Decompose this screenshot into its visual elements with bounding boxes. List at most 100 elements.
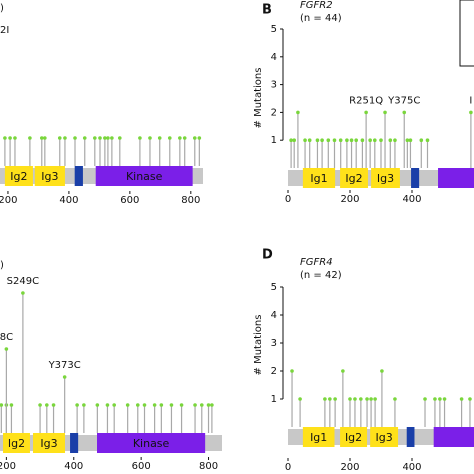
mutation-dot: [148, 136, 152, 140]
mutation-dot: [73, 136, 77, 140]
domain: [438, 168, 474, 188]
mutation-dot: [118, 136, 122, 140]
mutation-dot: [178, 136, 182, 140]
x-tick-label: 400: [402, 462, 421, 473]
mutation-dot: [98, 136, 102, 140]
x-tick-label: 0: [285, 194, 291, 205]
cropped-header: ): [0, 3, 4, 14]
domain-label: Ig2: [10, 170, 27, 183]
mutation-dot: [348, 397, 352, 401]
mutation-label: Y375C: [387, 95, 420, 106]
mutation-dot: [95, 403, 100, 407]
mutation-dot: [13, 136, 17, 140]
domain: [406, 427, 415, 447]
domain: [371, 168, 400, 188]
x-tick-label: 200: [0, 195, 17, 206]
y-tick-label: 3: [271, 80, 277, 91]
domain-label: Ig1: [310, 172, 327, 185]
mutation-dot: [142, 403, 147, 407]
x-tick-label: 600: [132, 461, 151, 472]
y-axis-label: # Mutations: [253, 68, 264, 129]
mutation-dot: [393, 138, 397, 142]
mutation-dot: [8, 136, 12, 140]
mutation-dot: [298, 397, 302, 401]
mutation-dot: [341, 369, 345, 373]
domain-label: Ig1: [310, 431, 327, 444]
mutation-dot: [21, 291, 25, 295]
mutation-dot: [353, 397, 357, 401]
mutation-dot: [354, 138, 358, 142]
domain: [302, 168, 336, 188]
panel-letter: D: [262, 248, 273, 263]
mutation-dot: [419, 138, 424, 142]
domain: [411, 168, 420, 188]
x-tick-label: 400: [402, 194, 421, 205]
mutation-dot: [433, 397, 437, 401]
mutation-dot: [372, 138, 377, 142]
domain-label: Ig2: [345, 172, 362, 185]
mutation-dot: [379, 138, 383, 142]
mutation-dot: [383, 110, 387, 115]
domain: [370, 427, 399, 447]
domain-label: Kinase: [133, 437, 170, 450]
domain-label: Ig3: [41, 170, 58, 183]
mutation-dot: [167, 136, 172, 140]
domain: [4, 166, 33, 186]
mutation-dot: [338, 138, 343, 142]
mutation-dot: [51, 403, 56, 407]
mutation-dot: [359, 397, 363, 401]
mutation-dot: [364, 110, 368, 115]
y-tick-label: 4: [271, 310, 277, 321]
x-tick-label: 800: [199, 461, 218, 472]
y-tick-label: 4: [271, 52, 277, 63]
y-axis-label: # Mutations: [253, 315, 264, 376]
mutation-dot: [110, 136, 114, 140]
mutation-dot: [438, 397, 442, 401]
mutation-dot: [169, 403, 174, 407]
mutation-dot: [39, 136, 44, 140]
mutation-dot: [425, 138, 430, 142]
mutation-dot: [323, 397, 327, 401]
mutation-label: R251Q: [349, 95, 383, 106]
mutation-dot: [3, 136, 7, 140]
y-tick-label: 2: [271, 107, 277, 118]
mutation-dot: [105, 403, 110, 407]
mutation-dot: [369, 397, 373, 401]
gene-name: FGFR2: [300, 0, 333, 11]
cropped-header: ): [0, 260, 4, 271]
domain: [3, 433, 30, 453]
mutation-dot: [307, 138, 312, 142]
mutation-label: 8C: [0, 332, 13, 343]
mutation-label: S249C: [7, 276, 39, 287]
domain-label: Ig2: [345, 431, 362, 444]
mutation-dot: [303, 138, 307, 142]
mutation-dot: [9, 403, 14, 407]
mutation-dot: [296, 110, 300, 115]
mutation-dot: [388, 138, 393, 142]
mutation-dot: [468, 397, 472, 401]
x-tick-label: 200: [340, 194, 359, 205]
domain: [34, 166, 65, 186]
y-tick-label: 1: [271, 394, 277, 405]
domain-label: Kinase: [126, 170, 163, 183]
x-tick-label: 800: [181, 195, 200, 206]
mutation-dot: [43, 136, 47, 140]
domain-label: Ig2: [8, 437, 25, 450]
mutation-dot: [125, 403, 130, 407]
domain-label: Ig3: [40, 437, 57, 450]
mutation-dot: [289, 138, 293, 142]
mutation-dot: [157, 136, 162, 140]
mutation-dot: [373, 397, 377, 401]
mutation-dot: [135, 403, 140, 407]
x-tick-label: 400: [59, 195, 78, 206]
mutation-dot: [159, 403, 164, 407]
sample-size: (n = 44): [300, 13, 342, 24]
mutation-dot: [380, 369, 384, 373]
mutation-dot: [345, 138, 349, 142]
mutation-dot: [349, 138, 354, 142]
mutation-dot: [206, 403, 211, 407]
mutation-dot: [0, 403, 4, 407]
domain: [340, 427, 368, 447]
mutation-dot: [315, 138, 320, 142]
